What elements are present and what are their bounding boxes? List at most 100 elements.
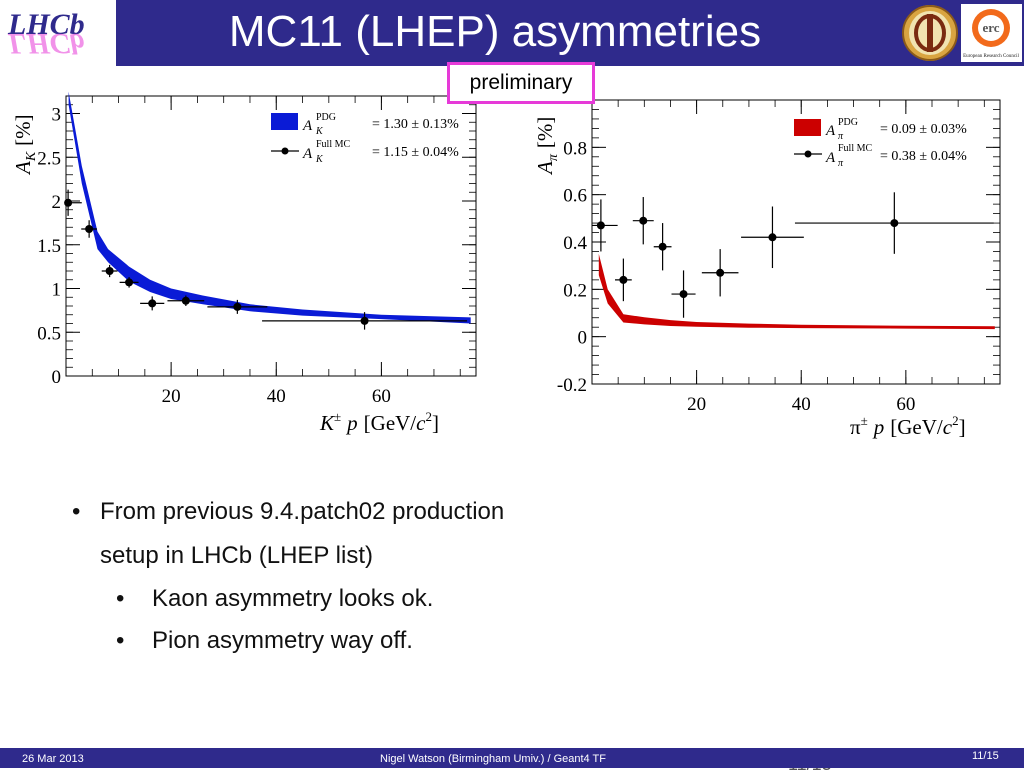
- sub-bullet-item: • Pion asymmetry way off.: [72, 620, 620, 662]
- y-tick-label: 3: [52, 105, 62, 126]
- footer-author: Nigel Watson (Birmingham Umiv.) / Geant4…: [380, 753, 606, 765]
- y-tick-label: 1: [52, 280, 62, 301]
- data-point: [890, 219, 899, 228]
- sub-bullet-text: Kaon asymmetry looks ok.: [152, 585, 434, 612]
- y-tick-labels: 0 0.5 1 1.5 2 2.5 3: [37, 105, 61, 389]
- erc-logo-text: erc: [982, 20, 999, 35]
- erc-logo-subtext: European Research Council: [963, 54, 1019, 59]
- data-point: [233, 302, 242, 311]
- x-tick-label: 40: [792, 394, 811, 415]
- slide-header: LHCb LHCb MC11 (LHEP) asymmetries erc Eu…: [0, 0, 1024, 66]
- data-point: [619, 275, 628, 284]
- y-tick-label: 1.5: [37, 236, 61, 257]
- bullet-list: • From previous 9.4.patch02 production s…: [72, 490, 620, 662]
- x-axis-label: K± p [GeV/c2]: [319, 409, 439, 435]
- full-mc-points: [64, 189, 468, 330]
- data-point: [105, 267, 114, 275]
- erc-logo: erc European Research Council: [961, 4, 1022, 62]
- legend-swatch-pdg: [794, 119, 821, 136]
- legend-symbol: A: [825, 150, 836, 166]
- data-point: [64, 198, 73, 207]
- data-point: [596, 221, 605, 230]
- chart-legend: A PDG π = 0.09 ± 0.03% A Full MC π = 0.3…: [794, 117, 967, 169]
- bullet-dot: •: [116, 585, 125, 612]
- axis-ticks: [65, 95, 476, 377]
- data-point: [768, 233, 777, 242]
- legend-marker: [804, 150, 812, 158]
- legend-superscript: PDG: [838, 117, 858, 128]
- legend-subscript: K: [315, 126, 324, 137]
- footer-page-number: 11/15: [972, 750, 999, 762]
- x-tick-label: 60: [372, 386, 391, 407]
- legend-pdg-value: = 1.30 ± 0.13%: [372, 117, 459, 132]
- x-tick-labels: 20 40 60: [687, 394, 915, 415]
- full-mc-points: [592, 192, 994, 318]
- legend-swatch-pdg: [271, 113, 298, 130]
- y-tick-label: 0.8: [563, 138, 587, 159]
- legend-fullmc-value: = 1.15 ± 0.04%: [372, 145, 459, 160]
- pdg-band: [598, 253, 995, 330]
- preliminary-badge: preliminary: [447, 62, 595, 104]
- x-tick-labels: 20 40 60: [162, 386, 391, 407]
- y-tick-label: 0.4: [563, 233, 587, 254]
- footer-date: 26 Mar 2013: [22, 753, 84, 765]
- data-point: [360, 316, 369, 325]
- chart-legend: A PDG K = 1.30 ± 0.13% A Full MC K = 1.1…: [271, 112, 459, 165]
- institute-seal-logo: [902, 4, 958, 62]
- y-tick-label: 0.2: [563, 280, 587, 301]
- lhcb-logo-reflection: LHCb: [7, 27, 85, 60]
- pdg-band-area: [598, 253, 995, 330]
- y-tick-label: 0: [578, 328, 588, 349]
- data-point: [125, 278, 134, 287]
- bullet-dot: •: [116, 627, 125, 654]
- legend-superscript: Full MC: [838, 143, 873, 154]
- data-point: [85, 225, 94, 233]
- x-tick-label: 20: [162, 386, 181, 407]
- data-point: [148, 299, 157, 308]
- data-point: [639, 216, 648, 225]
- y-tick-label: 2: [52, 192, 62, 213]
- y-axis-label: Aπ[%]: [533, 117, 561, 176]
- y-tick-label: 2.5: [37, 148, 61, 169]
- legend-symbol: A: [302, 146, 313, 162]
- data-point: [716, 268, 725, 277]
- y-tick-label: 0.6: [563, 186, 587, 207]
- sub-bullet-text: Pion asymmetry way off.: [152, 627, 413, 654]
- legend-subscript: π: [838, 158, 844, 169]
- data-point: [181, 296, 190, 305]
- x-axis-label: π± p [GeV/c2]: [850, 413, 966, 439]
- legend-symbol: A: [302, 118, 313, 134]
- lhcb-logo-text: LHCb: [7, 8, 85, 41]
- legend-subscript: π: [838, 131, 844, 142]
- pion-asymmetry-chart: -0.2 0 0.2 0.4 0.6 0.8 20 40 60 A PDG π = 0.09 …: [533, 99, 1001, 439]
- x-tick-label: 40: [267, 386, 286, 407]
- page-title: MC11 (LHEP) asymmetries: [228, 7, 762, 56]
- x-tick-label: 60: [896, 394, 915, 415]
- x-tick-label: 20: [687, 394, 706, 415]
- bullet-text-line2: setup in LHCb (LHEP list): [100, 542, 373, 569]
- legend-superscript: Full MC: [316, 139, 351, 150]
- y-axis-label: AK[%]: [11, 114, 39, 176]
- bullet-text-line1: From previous 9.4.patch02 production: [100, 498, 505, 525]
- legend-subscript: K: [315, 154, 324, 165]
- data-point: [658, 242, 667, 251]
- legend-marker: [281, 147, 289, 155]
- legend-fullmc-value: = 0.38 ± 0.04%: [880, 149, 967, 164]
- y-tick-label: 0: [52, 367, 62, 388]
- y-tick-label: -0.2: [557, 375, 587, 396]
- plot-frame: [591, 99, 1001, 385]
- bullet-item: • From previous 9.4.patch02 production s…: [72, 490, 620, 578]
- legend-symbol: A: [825, 123, 836, 139]
- slide-footer: 26 Mar 2013 Nigel Watson (Birmingham Umi…: [0, 748, 1024, 768]
- kaon-asymmetry-chart: 0 0.5 1 1.5 2 2.5 3 20 40 60 A PDG K = 1.30 ± 0.…: [11, 91, 477, 435]
- bullet-dot: •: [72, 498, 81, 525]
- lhcb-logo: LHCb LHCb: [0, 0, 116, 66]
- sub-bullet-item: • Kaon asymmetry looks ok.: [72, 578, 620, 620]
- legend-pdg-value: = 0.09 ± 0.03%: [880, 122, 967, 137]
- y-tick-labels: -0.2 0 0.2 0.4 0.6 0.8: [557, 138, 588, 396]
- legend-superscript: PDG: [316, 112, 336, 123]
- plot-frame: [65, 95, 477, 377]
- axis-ticks: [591, 99, 1000, 385]
- y-tick-label: 0.5: [37, 323, 61, 344]
- data-point: [679, 290, 688, 299]
